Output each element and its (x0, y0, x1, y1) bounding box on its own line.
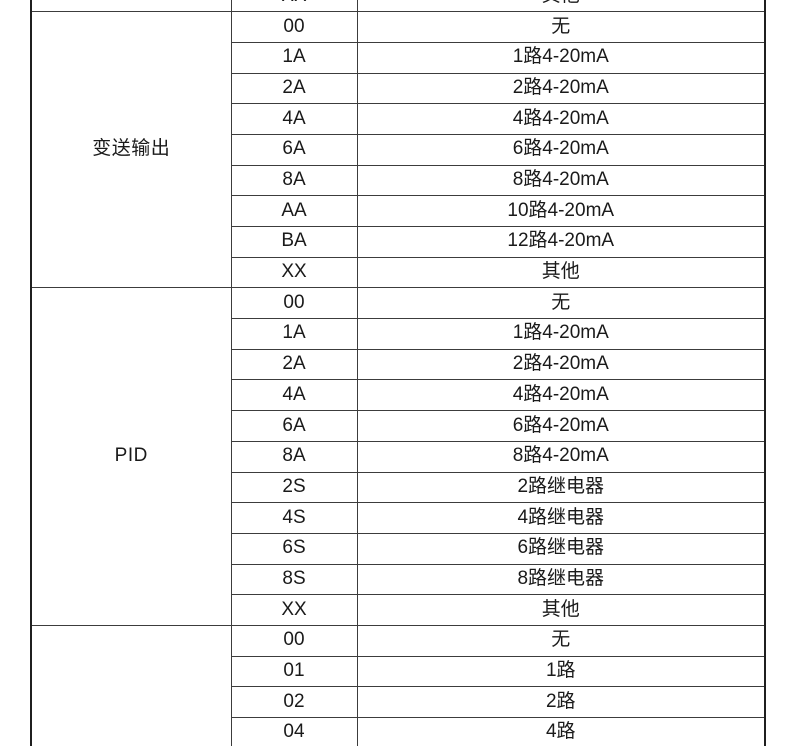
code-cell: 8S (230, 563, 358, 596)
desc-cell: 6路4-20mA (356, 410, 766, 442)
desc-cell: 8路4-20mA (356, 440, 766, 473)
table-row: 4A 4路4-20mA (31, 103, 766, 135)
code-cell: 2S (230, 471, 358, 504)
table-row: 2A 2路4-20mA (31, 72, 766, 105)
code-cell: 6S (230, 532, 358, 565)
table-row: 02 2路 (31, 686, 766, 718)
desc-cell: 4路4-20mA (356, 103, 766, 135)
desc-cell: 其他 (356, 594, 766, 626)
code-cell: XX (230, 256, 358, 289)
desc-cell: 10路4-20mA (356, 195, 766, 227)
code-cell: 4A (230, 103, 358, 135)
table-row: 2A 2路4-20mA (31, 348, 766, 381)
code-cell: 8A (230, 164, 358, 197)
code-cell: 01 (230, 655, 358, 688)
group-label-cell: 变送输出 (30, 11, 232, 289)
table-row: 1A 1路4-20mA (31, 318, 766, 350)
desc-cell: 其他 (356, 0, 766, 13)
desc-cell: 2路4-20mA (356, 348, 766, 381)
desc-cell: 1路4-20mA (356, 318, 766, 350)
table-row: 6A 6路4-20mA (31, 133, 766, 166)
code-cell: 00 (230, 624, 358, 657)
table-row: 8A 8路4-20mA (31, 440, 766, 473)
table-row: 4A 4路4-20mA (31, 379, 766, 412)
desc-cell: 无 (356, 11, 766, 43)
spec-table-body: XX其他变送输出00无1A1路4-20mA2A2路4-20mA4A4路4-20m… (30, 0, 766, 746)
table-row: 4S 4路继电器 (31, 502, 766, 534)
desc-cell: 6路4-20mA (356, 133, 766, 166)
desc-cell: 1路 (356, 655, 766, 688)
desc-cell: 2路4-20mA (356, 72, 766, 105)
table-row: 00 无 (30, 624, 766, 746)
code-cell: AA (230, 195, 358, 227)
code-cell: 00 (230, 11, 358, 43)
code-cell: 04 (230, 717, 358, 746)
desc-cell: 4路4-20mA (356, 379, 766, 412)
desc-cell: 8路4-20mA (356, 164, 766, 197)
table-row: 8S 8路继电器 (31, 563, 766, 596)
table-row: AA 10路4-20mA (31, 195, 766, 227)
desc-cell: 4路继电器 (356, 502, 766, 534)
desc-cell: 8路继电器 (356, 563, 766, 596)
code-cell: XX (230, 0, 358, 13)
spec-table: XX其他变送输出00无1A1路4-20mA2A2路4-20mA4A4路4-20m… (30, 0, 766, 746)
group-label-cell: PID (30, 287, 232, 626)
desc-cell: 其他 (356, 256, 766, 289)
desc-cell: 2路 (356, 686, 766, 718)
table-row: 2S 2路继电器 (31, 471, 766, 504)
desc-cell: 无 (356, 624, 766, 657)
code-cell: 6A (230, 133, 358, 166)
code-cell: 2A (230, 348, 358, 381)
table-row: 变送输出 00 无 (30, 11, 766, 289)
desc-cell: 1路4-20mA (356, 41, 766, 74)
code-cell: 2A (230, 72, 358, 105)
code-cell: 00 (230, 287, 358, 320)
code-cell: 1A (230, 41, 358, 74)
table-row: 1A 1路4-20mA (31, 41, 766, 74)
desc-cell: 12路4-20mA (356, 226, 766, 258)
code-cell: 4A (230, 379, 358, 412)
desc-cell: 2路继电器 (356, 471, 766, 504)
table-row: BA 12路4-20mA (31, 226, 766, 258)
table-row: 04 4路 (31, 717, 766, 746)
table-row: 6S 6路继电器 (31, 532, 766, 565)
code-cell: 8A (230, 440, 358, 473)
code-cell: XX (230, 594, 358, 626)
table-row: PID 00 无 (30, 287, 766, 626)
desc-cell: 无 (356, 287, 766, 320)
table-row: 6A 6路4-20mA (31, 410, 766, 442)
code-cell: 4S (230, 502, 358, 534)
code-cell: BA (230, 226, 358, 258)
desc-cell: 4路 (356, 717, 766, 746)
code-cell: 02 (230, 686, 358, 718)
table-row: 8A 8路4-20mA (31, 164, 766, 197)
code-cell: 6A (230, 410, 358, 442)
desc-cell: 6路继电器 (356, 532, 766, 565)
code-cell: 1A (230, 318, 358, 350)
group-label-cell (30, 624, 232, 746)
group-label-cell (30, 0, 232, 13)
